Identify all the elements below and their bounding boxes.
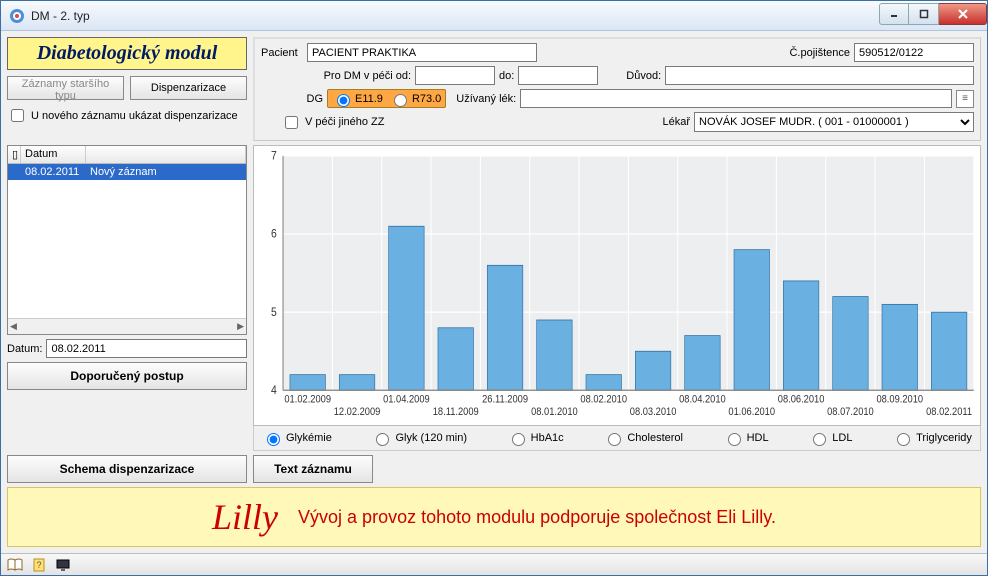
radio-ldl[interactable]: LDL — [808, 430, 852, 446]
insurance-input[interactable] — [854, 43, 974, 62]
doctor-label: Lékař — [662, 116, 690, 128]
insurance-label: Č.pojištence — [789, 47, 850, 59]
dg-label: DG — [261, 93, 323, 105]
book-icon[interactable] — [7, 558, 23, 572]
svg-text:08.07.2010: 08.07.2010 — [827, 406, 874, 418]
other-care-label: V péči jiného ZZ — [305, 116, 384, 128]
svg-text:5: 5 — [271, 306, 277, 319]
statusbar: ? — [1, 553, 987, 575]
monitor-icon[interactable] — [55, 558, 71, 572]
patient-input[interactable] — [307, 43, 537, 62]
radio-cholesterol[interactable]: Cholesterol — [603, 430, 683, 446]
list-header: ▯ Datum — [8, 146, 246, 164]
sponsor-bar: Lilly Vývoj a provoz tohoto modulu podpo… — [7, 487, 981, 547]
care-to-input[interactable] — [518, 66, 598, 85]
record-list[interactable]: ▯ Datum 08.02.2011 Nový záznam ◀▶ — [7, 145, 247, 335]
other-care-checkbox[interactable]: V péči jiného ZZ — [281, 113, 384, 132]
dg-opt2[interactable]: R73.0 — [389, 91, 441, 107]
hscrollbar[interactable]: ◀▶ — [8, 318, 246, 334]
show-disp-label: U nového záznamu ukázat dispenzarizace — [31, 110, 238, 122]
dg-opt1[interactable]: E11.9 — [332, 91, 383, 107]
svg-text:01.02.2009: 01.02.2009 — [284, 394, 331, 406]
window-title: DM - 2. typ — [31, 9, 90, 23]
recommended-button[interactable]: Doporučený postup — [7, 362, 247, 390]
col-text[interactable] — [86, 146, 246, 163]
svg-text:18.11.2009: 18.11.2009 — [433, 406, 479, 418]
svg-text:6: 6 — [271, 228, 277, 241]
svg-text:01.06.2010: 01.06.2010 — [728, 406, 775, 418]
chart-box: 4 5 6 7 01.02.200912.02.200901.04.200918.11.… — [253, 145, 981, 426]
svg-text:08.02.2011: 08.02.2011 — [926, 406, 972, 418]
list-row[interactable]: 08.02.2011 Nový záznam — [8, 164, 246, 180]
window-controls — [879, 3, 987, 25]
reason-input[interactable] — [665, 66, 974, 85]
reason-label: Důvod: — [626, 70, 661, 82]
doctor-select[interactable]: NOVÁK JOSEF MUDR. ( 001 - 01000001 ) — [694, 112, 974, 132]
minimize-button[interactable] — [879, 3, 909, 25]
care-from-input[interactable] — [415, 66, 495, 85]
help-icon[interactable]: ? — [31, 558, 47, 572]
row-date: 08.02.2011 — [21, 164, 86, 180]
radio-hba1c[interactable]: HbA1c — [507, 430, 564, 446]
other-care-input[interactable] — [285, 116, 298, 129]
radio-hdl[interactable]: HDL — [723, 430, 769, 446]
patient-label: Pacient — [261, 47, 303, 59]
svg-text:4: 4 — [271, 384, 277, 397]
dg-radio-group: E11.9 R73.0 — [327, 89, 446, 108]
svg-text:7: 7 — [271, 150, 277, 163]
old-records-button[interactable]: Záznamy staršího typu — [7, 76, 124, 100]
patient-form: Pacient Č.pojištence Pro DM v péči od: d… — [253, 37, 981, 141]
svg-text:?: ? — [36, 560, 41, 570]
col-date[interactable]: Datum — [21, 146, 86, 163]
radio-glyk120[interactable]: Glyk (120 min) — [371, 430, 467, 446]
med-input[interactable] — [520, 89, 952, 108]
svg-text:08.02.2010: 08.02.2010 — [580, 394, 627, 406]
doc-icon[interactable]: ≡ — [956, 90, 974, 108]
med-label: Užívaný lék: — [456, 93, 516, 105]
row-text: Nový záznam — [86, 164, 246, 180]
col-marker[interactable]: ▯ — [8, 146, 21, 163]
schema-button[interactable]: Schema dispenzarizace — [7, 455, 247, 483]
svg-text:08.04.2010: 08.04.2010 — [679, 394, 726, 406]
close-button[interactable] — [939, 3, 987, 25]
app-icon — [9, 8, 25, 24]
show-disp-input[interactable] — [11, 109, 24, 122]
dispenzarizace-button[interactable]: Dispenzarizace — [130, 76, 247, 100]
datum-label: Datum: — [7, 343, 42, 355]
svg-text:26.11.2009: 26.11.2009 — [482, 394, 528, 406]
show-disp-checkbox[interactable]: U nového záznamu ukázat dispenzarizace — [7, 106, 247, 125]
datum-input[interactable] — [46, 339, 247, 358]
lilly-logo: Lilly — [212, 496, 278, 538]
svg-text:12.02.2009: 12.02.2009 — [334, 406, 381, 418]
svg-text:08.01.2010: 08.01.2010 — [531, 406, 578, 418]
svg-text:08.03.2010: 08.03.2010 — [630, 406, 677, 418]
glykemie-chart: 4 5 6 7 01.02.200912.02.200901.04.200918.11.… — [254, 146, 980, 425]
sponsor-text: Vývoj a provoz tohoto modulu podporuje s… — [298, 507, 776, 528]
svg-text:08.06.2010: 08.06.2010 — [778, 394, 825, 406]
radio-triglyceridy[interactable]: Triglyceridy — [892, 430, 972, 446]
maximize-button[interactable] — [909, 3, 939, 25]
care-from-label: Pro DM v péči od: — [261, 70, 411, 82]
app-window: DM - 2. typ Diabetologický modul Záznamy… — [0, 0, 988, 576]
radio-glykemie[interactable]: Glykémie — [262, 430, 332, 446]
titlebar: DM - 2. typ — [1, 1, 987, 31]
care-to-label: do: — [499, 70, 514, 82]
svg-text:08.09.2010: 08.09.2010 — [876, 394, 923, 406]
series-selector: Glykémie Glyk (120 min) HbA1c Cholestero… — [253, 426, 981, 451]
text-record-button[interactable]: Text záznamu — [253, 455, 373, 483]
module-title: Diabetologický modul — [7, 37, 247, 70]
svg-text:01.04.2009: 01.04.2009 — [383, 394, 430, 406]
